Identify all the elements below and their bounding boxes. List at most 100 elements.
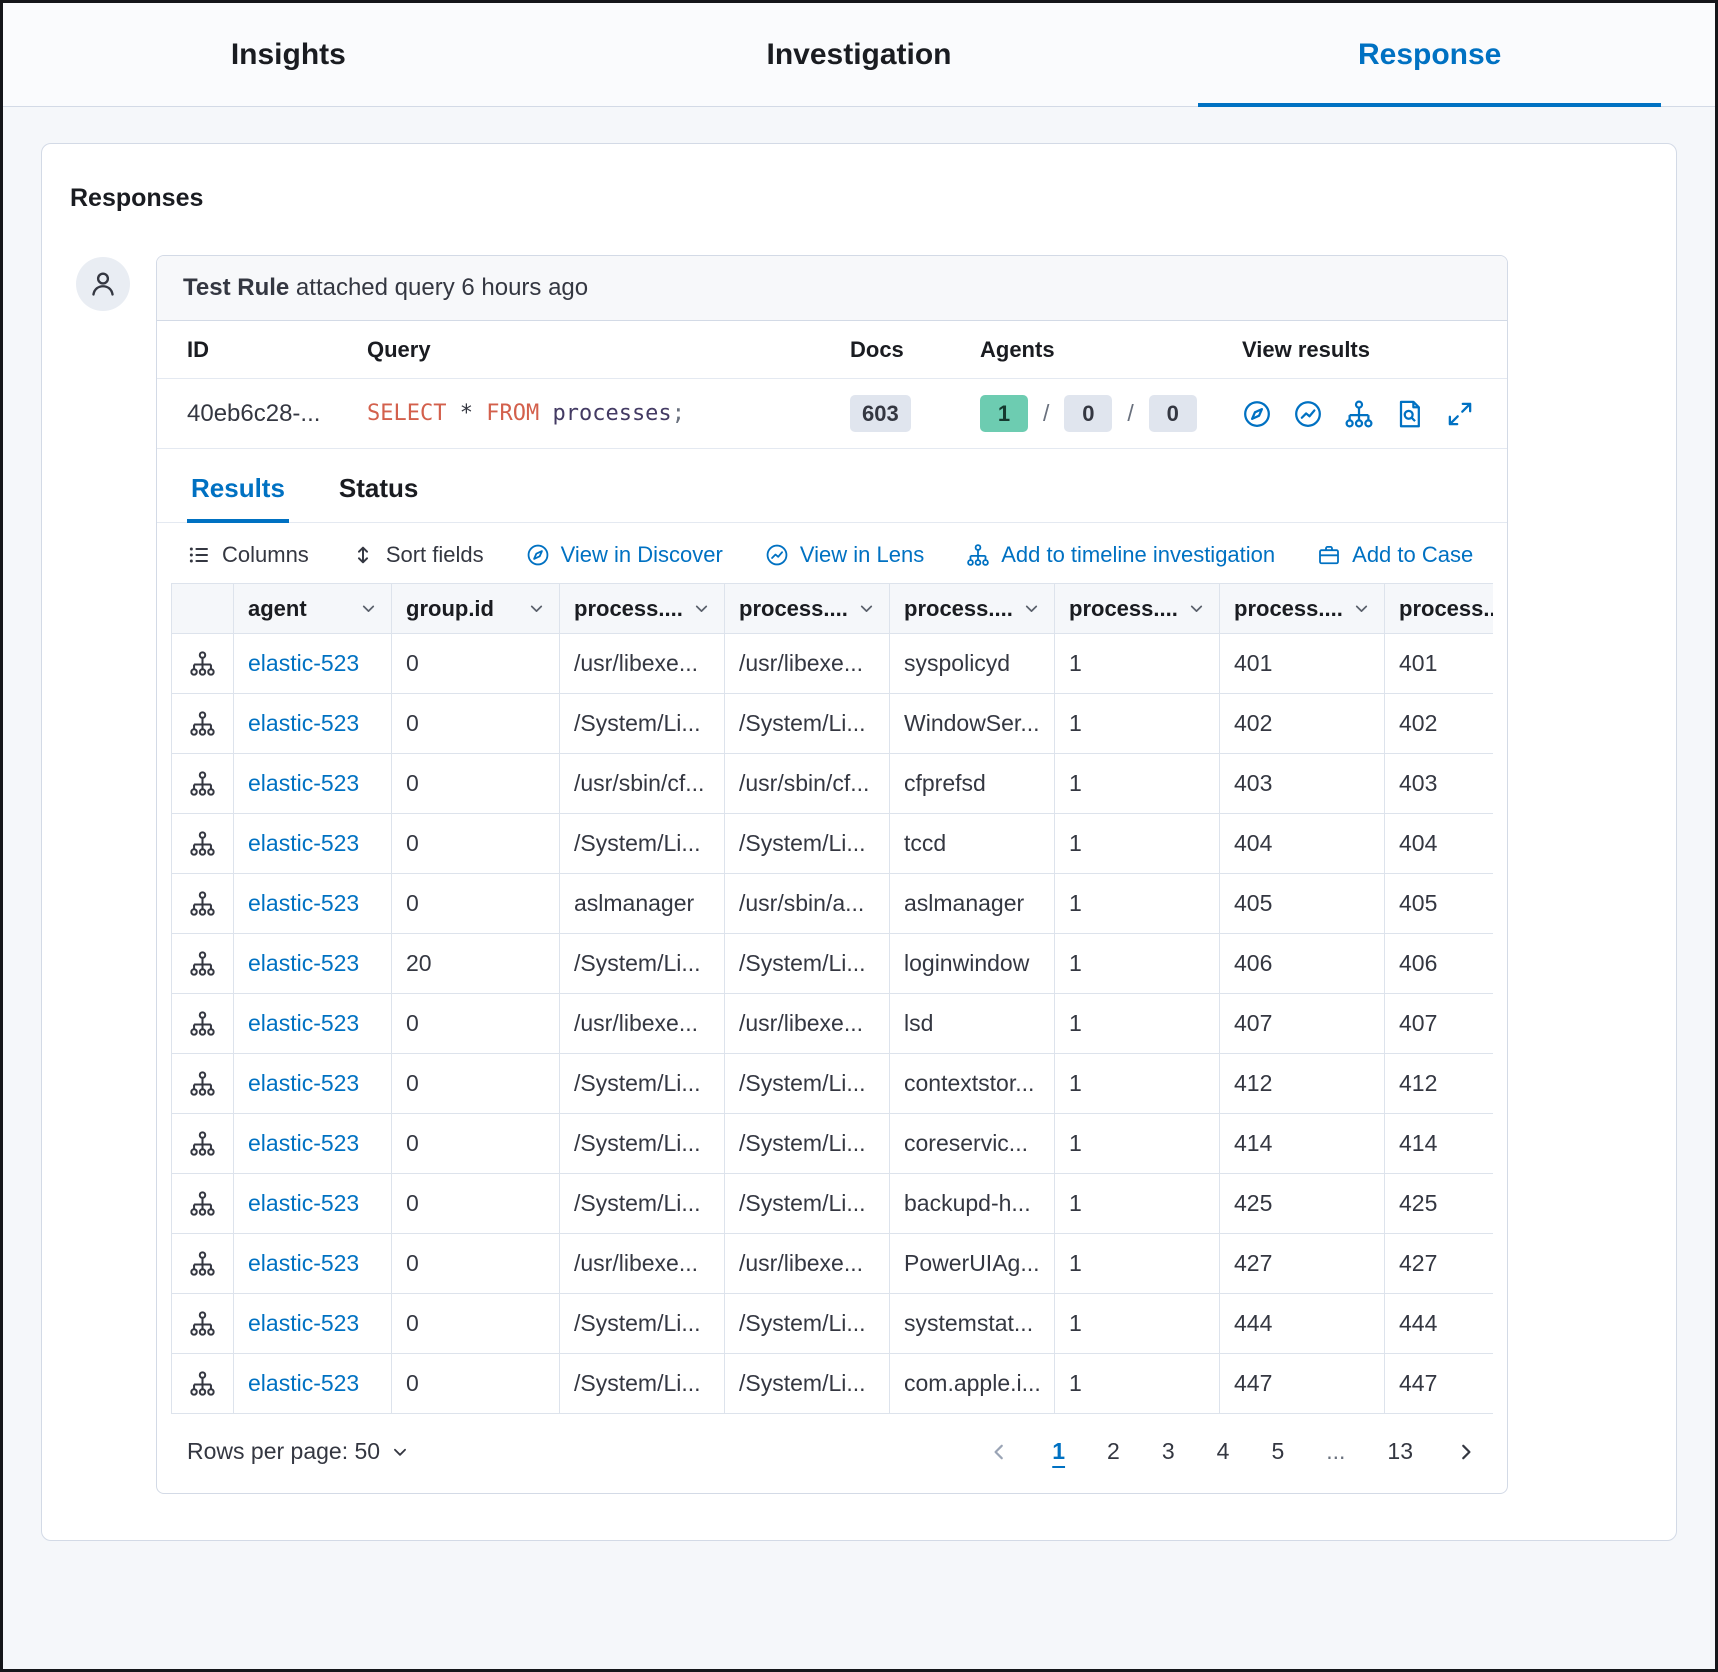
row-add-to-timeline-button[interactable]: [171, 753, 234, 814]
table-cell[interactable]: 405: [1219, 873, 1385, 934]
table-cell[interactable]: elastic-523: [233, 1053, 392, 1114]
table-cell[interactable]: 0: [391, 1233, 560, 1294]
table-cell[interactable]: cfprefsd: [889, 753, 1055, 814]
table-cell[interactable]: 1: [1054, 1173, 1220, 1234]
table-cell[interactable]: WindowSer...: [889, 693, 1055, 754]
table-cell[interactable]: /System/Li...: [724, 693, 890, 754]
table-cell[interactable]: 425: [1384, 1173, 1493, 1234]
table-cell[interactable]: /System/Li...: [559, 1053, 725, 1114]
row-add-to-timeline-button[interactable]: [171, 1113, 234, 1174]
add-to-timeline-link[interactable]: Add to timeline investigation: [966, 542, 1275, 568]
table-cell[interactable]: 0: [391, 993, 560, 1054]
table-cell[interactable]: /System/Li...: [559, 1173, 725, 1234]
table-cell[interactable]: /System/Li...: [559, 813, 725, 874]
row-add-to-timeline-button[interactable]: [171, 993, 234, 1054]
table-cell[interactable]: /System/Li...: [724, 813, 890, 874]
agent-link[interactable]: elastic-523: [248, 770, 360, 796]
table-cell[interactable]: 1: [1054, 633, 1220, 694]
table-cell[interactable]: 1: [1054, 873, 1220, 934]
table-cell[interactable]: 0: [391, 1293, 560, 1354]
table-cell[interactable]: 406: [1384, 933, 1493, 994]
row-add-to-timeline-button[interactable]: [171, 1233, 234, 1294]
table-cell[interactable]: lsd: [889, 993, 1055, 1054]
table-cell[interactable]: 0: [391, 1173, 560, 1234]
previous-page-button[interactable]: [988, 1441, 1010, 1463]
table-cell[interactable]: 425: [1219, 1173, 1385, 1234]
table-cell[interactable]: /System/Li...: [724, 1293, 890, 1354]
table-cell[interactable]: 1: [1054, 1293, 1220, 1354]
row-add-to-timeline-button[interactable]: [171, 1173, 234, 1234]
table-cell[interactable]: /System/Li...: [559, 933, 725, 994]
table-cell[interactable]: 0: [391, 693, 560, 754]
table-cell[interactable]: 407: [1384, 993, 1493, 1054]
table-cell[interactable]: /System/Li...: [559, 1293, 725, 1354]
table-cell[interactable]: 444: [1219, 1293, 1385, 1354]
table-cell[interactable]: elastic-523: [233, 633, 392, 694]
table-cell[interactable]: 447: [1384, 1353, 1493, 1414]
table-cell[interactable]: 412: [1219, 1053, 1385, 1114]
agent-link[interactable]: elastic-523: [248, 1250, 360, 1276]
add-to-case-link[interactable]: Add to Case: [1317, 542, 1473, 568]
agent-link[interactable]: elastic-523: [248, 650, 360, 676]
table-cell[interactable]: elastic-523: [233, 1293, 392, 1354]
row-add-to-timeline-button[interactable]: [171, 1353, 234, 1414]
table-cell[interactable]: 1: [1054, 1353, 1220, 1414]
table-cell[interactable]: /System/Li...: [559, 1113, 725, 1174]
agent-link[interactable]: elastic-523: [248, 1070, 360, 1096]
view-in-lens-link[interactable]: View in Lens: [765, 542, 924, 568]
table-cell[interactable]: /System/Li...: [724, 1173, 890, 1234]
row-add-to-timeline-button[interactable]: [171, 1053, 234, 1114]
agent-link[interactable]: elastic-523: [248, 830, 360, 856]
table-cell[interactable]: /usr/libexe...: [559, 633, 725, 694]
table-cell[interactable]: 0: [391, 1353, 560, 1414]
next-page-button[interactable]: [1455, 1441, 1477, 1463]
table-cell[interactable]: 0: [391, 813, 560, 874]
tab-response[interactable]: Response: [1198, 3, 1661, 107]
table-cell[interactable]: elastic-523: [233, 813, 392, 874]
table-cell[interactable]: elastic-523: [233, 933, 392, 994]
table-cell[interactable]: 0: [391, 633, 560, 694]
table-cell[interactable]: 401: [1384, 633, 1493, 694]
table-cell[interactable]: 427: [1384, 1233, 1493, 1294]
table-cell[interactable]: 403: [1219, 753, 1385, 814]
agent-link[interactable]: elastic-523: [248, 1370, 360, 1396]
table-cell[interactable]: /System/Li...: [724, 933, 890, 994]
table-cell[interactable]: 403: [1384, 753, 1493, 814]
table-cell[interactable]: PowerUIAg...: [889, 1233, 1055, 1294]
agent-link[interactable]: elastic-523: [248, 1310, 360, 1336]
table-cell[interactable]: elastic-523: [233, 693, 392, 754]
table-cell[interactable]: 401: [1219, 633, 1385, 694]
page-button-5[interactable]: 5: [1271, 1438, 1285, 1464]
tab-investigation[interactable]: Investigation: [766, 37, 952, 71]
agent-link[interactable]: elastic-523: [248, 710, 360, 736]
table-cell[interactable]: 444: [1384, 1293, 1493, 1354]
table-cell[interactable]: 1: [1054, 813, 1220, 874]
page-button-2[interactable]: 2: [1107, 1438, 1120, 1464]
expand-results-button[interactable]: [1446, 400, 1474, 428]
column-header-4[interactable]: process....: [889, 583, 1055, 634]
table-cell[interactable]: 1: [1054, 993, 1220, 1054]
column-header-7[interactable]: process...: [1384, 583, 1493, 634]
table-cell[interactable]: /usr/sbin/a...: [724, 873, 890, 934]
table-cell[interactable]: elastic-523: [233, 1353, 392, 1414]
table-cell[interactable]: 404: [1384, 813, 1493, 874]
column-header-6[interactable]: process....: [1219, 583, 1385, 634]
add-to-timeline-button[interactable]: [1344, 399, 1374, 429]
agent-link[interactable]: elastic-523: [248, 1130, 360, 1156]
table-cell[interactable]: loginwindow: [889, 933, 1055, 994]
table-cell[interactable]: 412: [1384, 1053, 1493, 1114]
table-cell[interactable]: /System/Li...: [724, 1113, 890, 1174]
page-button-4[interactable]: 4: [1216, 1438, 1230, 1464]
table-cell[interactable]: /usr/sbin/cf...: [724, 753, 890, 814]
table-cell[interactable]: 407: [1219, 993, 1385, 1054]
column-header-5[interactable]: process....: [1054, 583, 1220, 634]
table-cell[interactable]: /usr/libexe...: [724, 993, 890, 1054]
row-add-to-timeline-button[interactable]: [171, 813, 234, 874]
column-header-2[interactable]: process....: [559, 583, 725, 634]
table-cell[interactable]: elastic-523: [233, 1173, 392, 1234]
inspect-results-button[interactable]: [1395, 399, 1425, 429]
table-cell[interactable]: 402: [1384, 693, 1493, 754]
page-button-1[interactable]: 1: [1052, 1438, 1066, 1464]
table-cell[interactable]: 0: [391, 1053, 560, 1114]
column-header-1[interactable]: group.id: [391, 583, 560, 634]
